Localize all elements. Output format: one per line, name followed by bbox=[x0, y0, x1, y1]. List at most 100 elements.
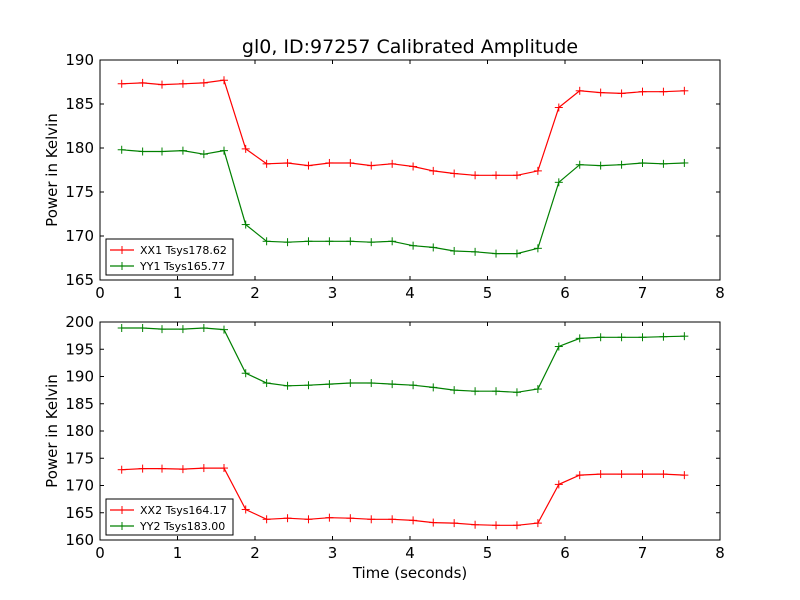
data-point bbox=[617, 333, 626, 342]
data-point bbox=[512, 388, 521, 397]
x-tick-label: 8 bbox=[715, 544, 725, 562]
data-point bbox=[325, 237, 334, 246]
x-tick-label: 2 bbox=[250, 544, 260, 562]
data-point bbox=[283, 238, 292, 247]
series-line bbox=[121, 467, 685, 526]
data-point bbox=[680, 332, 689, 341]
data-point bbox=[138, 78, 147, 87]
data-point bbox=[199, 464, 208, 473]
data-point bbox=[492, 171, 501, 180]
y-tick-label: 190 bbox=[65, 368, 94, 386]
data-point bbox=[304, 381, 313, 390]
data-point bbox=[117, 79, 126, 88]
data-point bbox=[241, 369, 250, 378]
y-tick-label: 195 bbox=[65, 340, 94, 358]
data-point bbox=[554, 342, 563, 351]
data-point bbox=[554, 480, 563, 489]
data-point bbox=[283, 514, 292, 523]
data-point bbox=[117, 145, 126, 154]
data-point bbox=[262, 379, 271, 388]
x-tick-label: 7 bbox=[638, 284, 648, 302]
y-tick-label: 170 bbox=[65, 477, 94, 495]
data-point bbox=[450, 386, 459, 395]
x-tick-label: 4 bbox=[405, 544, 415, 562]
data-point bbox=[241, 220, 250, 229]
data-point bbox=[575, 86, 584, 95]
data-point bbox=[388, 515, 397, 524]
data-point bbox=[617, 89, 626, 98]
y-tick-label: 200 bbox=[65, 313, 94, 331]
data-point bbox=[533, 385, 542, 394]
data-point bbox=[325, 158, 334, 167]
legend-label: YY2 Tsys183.00 bbox=[139, 520, 225, 533]
x-tick-label: 5 bbox=[483, 544, 493, 562]
data-point bbox=[596, 333, 605, 342]
data-point bbox=[178, 146, 187, 155]
data-point bbox=[554, 103, 563, 112]
chart-title: gl0, ID:97257 Calibrated Amplitude bbox=[242, 36, 578, 58]
data-point bbox=[199, 78, 208, 87]
data-point bbox=[429, 243, 438, 252]
data-point bbox=[409, 516, 418, 525]
x-tick-label: 1 bbox=[173, 544, 183, 562]
data-point bbox=[346, 514, 355, 523]
y-tick-label: 165 bbox=[65, 271, 94, 289]
data-point bbox=[262, 515, 271, 524]
data-point bbox=[178, 465, 187, 474]
data-point bbox=[199, 323, 208, 332]
legend-box bbox=[105, 238, 234, 276]
data-point bbox=[429, 518, 438, 527]
data-point bbox=[638, 333, 647, 342]
x-tick-label: 7 bbox=[638, 544, 648, 562]
data-point bbox=[471, 520, 480, 529]
y-tick-label: 180 bbox=[65, 139, 94, 157]
data-point bbox=[283, 381, 292, 390]
data-point bbox=[220, 146, 228, 155]
data-point bbox=[346, 237, 355, 246]
data-point bbox=[409, 381, 418, 390]
data-point bbox=[659, 332, 668, 341]
y-tick-label: 175 bbox=[65, 449, 94, 467]
data-point bbox=[659, 87, 668, 96]
data-point bbox=[429, 166, 438, 175]
data-point bbox=[638, 470, 647, 479]
data-point bbox=[346, 379, 355, 388]
y-axis-label: Power in Kelvin bbox=[43, 374, 61, 488]
data-point bbox=[158, 325, 166, 334]
data-point bbox=[117, 323, 126, 332]
data-point bbox=[409, 241, 418, 250]
data-point bbox=[575, 471, 584, 480]
data-point bbox=[220, 325, 228, 334]
data-point bbox=[283, 158, 292, 167]
data-point bbox=[492, 249, 501, 258]
data-point bbox=[367, 379, 376, 388]
series-line bbox=[121, 79, 685, 176]
data-point bbox=[471, 387, 480, 396]
data-point bbox=[492, 387, 501, 396]
legend-label: YY1 Tsys165.77 bbox=[139, 260, 225, 273]
data-point bbox=[533, 166, 542, 175]
x-tick-label: 1 bbox=[173, 284, 183, 302]
x-tick-label: 5 bbox=[483, 284, 493, 302]
data-point bbox=[512, 171, 521, 180]
legend-label: XX2 Tsys164.17 bbox=[140, 504, 227, 517]
data-point bbox=[575, 334, 584, 343]
series-line bbox=[121, 327, 685, 393]
x-tick-label: 3 bbox=[328, 284, 338, 302]
data-point bbox=[138, 323, 147, 332]
data-point bbox=[638, 158, 647, 167]
data-point bbox=[429, 383, 438, 392]
data-point bbox=[262, 237, 271, 246]
data-point bbox=[158, 80, 166, 89]
data-point bbox=[367, 238, 376, 247]
data-point bbox=[304, 237, 313, 246]
data-point bbox=[220, 464, 228, 473]
data-point bbox=[617, 160, 626, 169]
data-point bbox=[138, 147, 147, 156]
y-tick-label: 185 bbox=[65, 95, 94, 113]
data-point bbox=[533, 244, 542, 253]
data-point bbox=[638, 87, 647, 96]
data-point bbox=[388, 237, 397, 246]
data-point bbox=[512, 521, 521, 530]
